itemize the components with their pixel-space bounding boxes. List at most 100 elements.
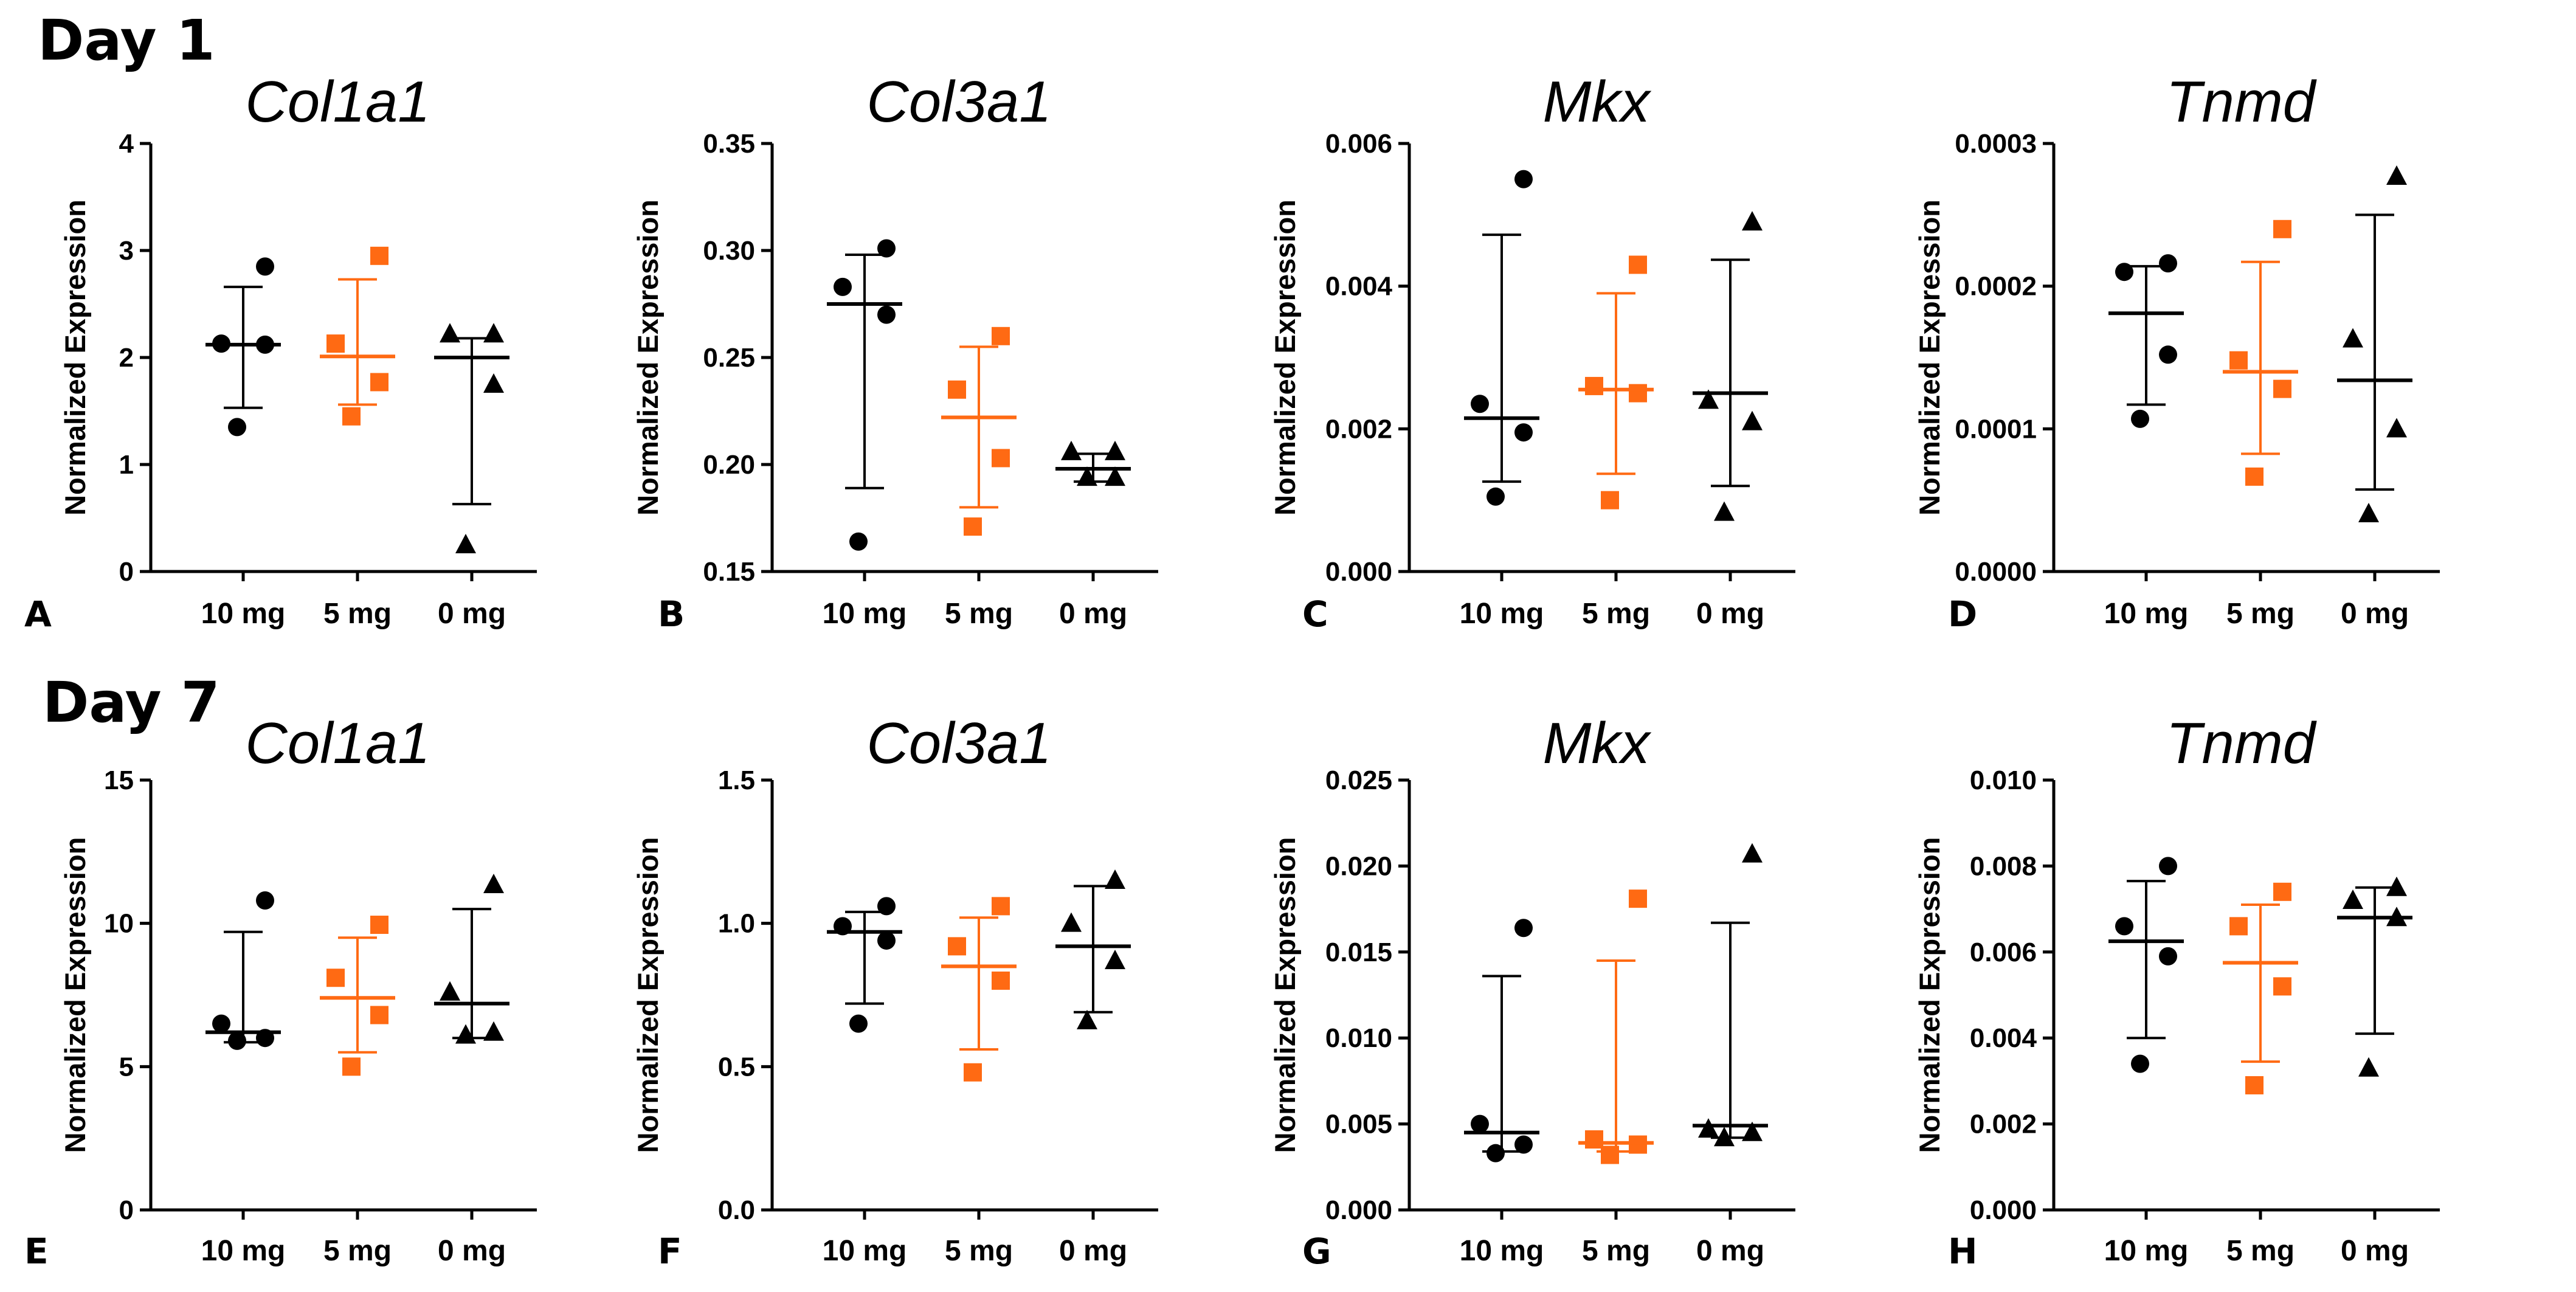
data-point <box>342 407 361 426</box>
data-point <box>326 969 345 987</box>
data-point <box>1487 1144 1505 1162</box>
data-point <box>849 1014 868 1033</box>
series-10-mg <box>827 239 902 551</box>
x-tick-label: 0 mg <box>2341 598 2409 630</box>
y-axis-label: Normalized Expression <box>632 837 664 1153</box>
data-point <box>483 323 504 343</box>
data-point <box>849 532 868 551</box>
series-10-mg <box>2108 857 2184 1073</box>
data-point <box>1714 1127 1735 1147</box>
data-point <box>877 897 896 916</box>
series-5-mg <box>2223 219 2298 486</box>
panel-letter: D <box>1948 593 1977 635</box>
x-tick-label: 0 mg <box>1059 1235 1127 1267</box>
panel-title: Col3a1 <box>866 711 1051 776</box>
y-tick-label: 10 <box>104 909 134 939</box>
x-tick-label: 5 mg <box>945 598 1013 630</box>
data-point <box>1585 376 1603 395</box>
data-point <box>1061 912 1082 932</box>
data-point <box>2386 165 2407 185</box>
day-1-label: Day 1 <box>38 8 215 73</box>
series-10-mg <box>205 257 281 437</box>
data-point <box>1714 501 1735 521</box>
data-point <box>326 334 345 353</box>
y-tick-label: 0.25 <box>703 343 755 373</box>
series-5-mg <box>320 246 395 426</box>
x-tick-label: 0 mg <box>1059 598 1127 630</box>
data-point <box>2159 947 2177 966</box>
y-tick-label: 15 <box>104 765 134 795</box>
series-0-mg <box>1693 211 1768 521</box>
data-point <box>2245 467 2263 486</box>
data-point <box>228 1031 246 1050</box>
data-point <box>256 891 274 910</box>
series-10-mg <box>205 891 281 1050</box>
series-5-mg <box>2223 882 2298 1094</box>
panel-title: Col1a1 <box>245 711 430 776</box>
y-axis-label: Normalized Expression <box>1913 837 1946 1153</box>
panel-f: Col3a1 F 0.0 0.5 1.0 1.5 Normalized Expression… <box>632 711 1158 1272</box>
y-tick-label: 0.002 <box>1325 414 1392 444</box>
x-tick-label: 0 mg <box>438 598 506 630</box>
series-10-mg <box>827 897 902 1033</box>
y-tick-label: 0.015 <box>1325 938 1392 967</box>
y-tick-label: 0.008 <box>1970 851 2037 881</box>
y-tick-label: 0.000 <box>1325 557 1392 587</box>
data-point <box>212 1014 230 1033</box>
series-10-mg <box>1464 919 1539 1162</box>
y-tick-label: 0.000 <box>1325 1195 1392 1225</box>
y-tick-label: 0.006 <box>1970 938 2037 967</box>
panel-b: Col3a1 B 0.15 0.20 0.25 0.30 0.35 Normalized Ex… <box>632 69 1158 635</box>
data-point <box>1105 466 1125 486</box>
x-tick-label: 0 mg <box>1696 1235 1764 1267</box>
x-tick-label: 5 mg <box>945 1235 1013 1267</box>
y-tick-label: 0.30 <box>703 236 755 266</box>
data-point <box>1077 1009 1097 1029</box>
data-point <box>342 1057 361 1076</box>
data-point <box>455 1024 476 1044</box>
data-point <box>2358 1057 2379 1077</box>
data-point <box>1601 1145 1619 1164</box>
data-point <box>948 937 966 956</box>
data-point <box>2131 409 2149 428</box>
day-7-label: Day 7 <box>43 670 220 735</box>
x-tick-label: 10 mg <box>1460 1235 1544 1267</box>
series-0-mg <box>2337 876 2412 1077</box>
data-point <box>440 323 460 343</box>
series-10-mg <box>1464 170 1539 506</box>
x-tick-label: 10 mg <box>201 1235 286 1267</box>
data-point <box>455 534 476 553</box>
series-0-mg <box>434 874 509 1044</box>
data-point <box>1471 395 1489 413</box>
data-point <box>2229 351 2248 370</box>
panel-letter: C <box>1302 593 1328 635</box>
panel-letter: H <box>1948 1231 1978 1272</box>
panel-title: Tnmd <box>2166 711 2317 776</box>
series-5-mg <box>1578 890 1654 1164</box>
y-tick-label: 0.0 <box>718 1195 755 1225</box>
y-axis-label: Normalized Expression <box>632 199 664 516</box>
y-tick-label: 0.010 <box>1970 765 2037 795</box>
data-point <box>2115 917 2133 936</box>
x-tick-label: 0 mg <box>438 1235 506 1267</box>
x-tick-label: 0 mg <box>2341 1235 2409 1267</box>
y-tick-label: 0.35 <box>703 129 755 159</box>
panel-letter: F <box>658 1231 682 1272</box>
y-axis-label: Normalized Expression <box>1269 837 1301 1153</box>
data-point <box>1514 1135 1533 1154</box>
data-point <box>992 326 1010 345</box>
y-tick-label: 0.15 <box>703 557 755 587</box>
data-point <box>1471 1114 1489 1133</box>
data-point <box>1698 1118 1719 1138</box>
panel-a: Col1a1 A 0 1 2 3 4 Normalized Expression 10 mg 5 … <box>24 69 537 635</box>
data-point <box>2159 254 2177 273</box>
panel-letter: E <box>24 1231 49 1272</box>
series-5-mg <box>941 326 1017 536</box>
x-tick-label: 0 mg <box>1696 598 1764 630</box>
panel-title: Col3a1 <box>866 69 1051 134</box>
panel-letter: G <box>1302 1231 1331 1272</box>
series-5-mg <box>320 916 395 1076</box>
panel-e: Col1a1 E 0 5 10 15 Normalized Expression 10 mg 5… <box>24 711 537 1272</box>
series-0-mg <box>1055 440 1131 486</box>
